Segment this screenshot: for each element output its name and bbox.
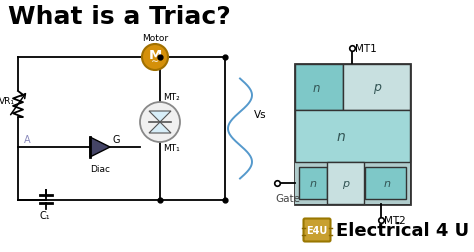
Text: Vs: Vs: [254, 109, 266, 119]
Bar: [299, 167, 327, 199]
Text: n: n: [309, 178, 316, 188]
Bar: [343, 65, 410, 111]
Text: n: n: [313, 81, 320, 94]
Circle shape: [140, 103, 180, 142]
Text: M: M: [148, 48, 162, 61]
Text: A: A: [24, 135, 31, 144]
Circle shape: [142, 45, 168, 71]
Text: Motor: Motor: [142, 34, 168, 43]
Bar: [295, 111, 410, 162]
Text: MT2: MT2: [384, 215, 406, 225]
Polygon shape: [90, 137, 110, 158]
Text: ∼: ∼: [151, 56, 159, 66]
Text: Electrical 4 U: Electrical 4 U: [336, 221, 469, 239]
Text: E4U: E4U: [306, 225, 328, 235]
Text: MT1: MT1: [356, 44, 377, 54]
Text: MT₁: MT₁: [163, 143, 180, 152]
Text: MT₂: MT₂: [163, 93, 180, 102]
Text: p: p: [342, 178, 349, 188]
Polygon shape: [149, 112, 171, 122]
Bar: [365, 167, 406, 199]
Text: Gate: Gate: [275, 193, 300, 203]
Polygon shape: [149, 122, 171, 134]
Text: n: n: [337, 130, 346, 143]
Text: n: n: [383, 178, 391, 188]
Bar: [327, 162, 364, 204]
Bar: [295, 65, 343, 111]
Text: VR₁: VR₁: [0, 97, 15, 106]
Text: Diac: Diac: [90, 164, 110, 173]
Bar: [295, 65, 410, 204]
FancyBboxPatch shape: [303, 219, 330, 241]
Text: p: p: [373, 81, 381, 94]
Bar: [295, 162, 410, 204]
Text: C₁: C₁: [40, 210, 50, 220]
Text: What is a Triac?: What is a Triac?: [8, 5, 231, 29]
Text: G: G: [113, 135, 120, 144]
